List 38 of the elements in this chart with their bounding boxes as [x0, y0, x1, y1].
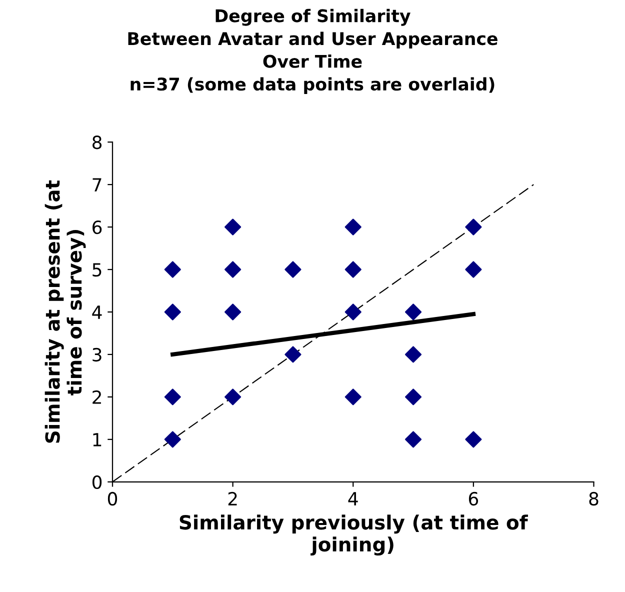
point [465, 261, 482, 278]
y-tick-label: 5 [92, 263, 102, 277]
point [164, 388, 181, 406]
point [404, 388, 422, 406]
point [404, 304, 422, 320]
y-tick-label: 2 [92, 390, 101, 404]
y-tick-label: 7 [92, 178, 102, 192]
point [465, 431, 482, 448]
x-axis-title: Similarity previously (at time of joining) [180, 514, 528, 556]
point [465, 218, 482, 236]
x-tick-label: 6 [468, 492, 478, 506]
point [344, 218, 362, 236]
y-tick-label: 6 [92, 220, 102, 234]
point [164, 304, 181, 320]
point [344, 304, 362, 320]
y-tick-label: 1 [93, 433, 102, 446]
point [284, 261, 302, 278]
x-tick-label: 4 [348, 492, 358, 506]
point [224, 261, 242, 278]
x-tick-label: 8 [589, 492, 598, 506]
point [284, 346, 302, 363]
point [404, 346, 422, 363]
point [344, 261, 362, 278]
y-axis-title: Similarity at present (at time of survey) [44, 180, 86, 443]
point [224, 388, 242, 406]
point [164, 431, 181, 448]
point [164, 261, 181, 278]
point [224, 304, 242, 320]
chart-title: Degree of Similarity Between Avatar and User Appearance Over Time n=37 (some data points are overlaid) [128, 8, 498, 94]
y-tick-label: 0 [92, 475, 102, 490]
x-tick-label: 0 [108, 492, 118, 506]
point [344, 388, 362, 406]
point [404, 431, 422, 448]
x-tick-label: 2 [228, 492, 237, 506]
point [224, 218, 242, 236]
y-tick-label: 3 [92, 348, 102, 362]
y-tick-label: 8 [92, 136, 102, 150]
y-tick-label: 4 [92, 306, 102, 319]
